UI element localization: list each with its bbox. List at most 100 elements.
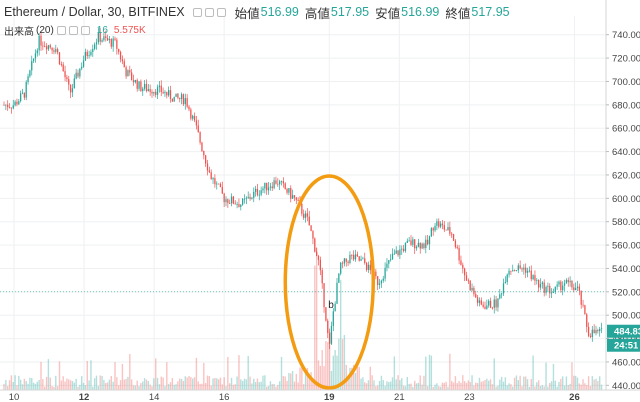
volume-bar — [23, 378, 26, 390]
volume-bar — [258, 382, 260, 390]
candle-up — [260, 190, 262, 195]
volume-bar — [314, 265, 316, 390]
candle-down — [190, 109, 192, 119]
candle-down — [232, 196, 235, 204]
volume-bar — [536, 382, 538, 390]
volume-bar — [347, 378, 349, 390]
candle-up — [399, 249, 401, 256]
candle-down — [353, 254, 355, 260]
volume-settings-icon[interactable] — [56, 25, 66, 35]
candle-down — [114, 38, 116, 40]
volume-bar — [517, 380, 519, 390]
candle-down — [586, 314, 588, 327]
volume-eye-icon[interactable] — [68, 25, 78, 35]
volume-bar — [569, 383, 571, 390]
candle-down — [445, 229, 447, 231]
candle-down — [467, 280, 469, 282]
volume-bar — [462, 375, 464, 390]
volume-bar — [402, 385, 405, 390]
volume-bar — [534, 386, 536, 390]
candle-up — [401, 248, 403, 250]
candle-up — [14, 101, 16, 106]
volume-bar — [75, 378, 77, 390]
time-tick-label: 10 — [9, 392, 20, 402]
candle-up — [499, 294, 501, 299]
candle-down — [8, 107, 11, 108]
candle-down — [286, 189, 288, 193]
volume-bar — [460, 382, 462, 390]
price-tick-label: 740.00 — [612, 30, 640, 41]
volume-bar — [147, 381, 149, 390]
volume-bar — [134, 385, 137, 390]
volume-bar — [27, 383, 29, 390]
volume-close-icon[interactable] — [80, 25, 90, 35]
candle-down — [266, 182, 268, 191]
volume-bar — [273, 384, 275, 390]
volume-bar — [301, 365, 303, 390]
candle-up — [25, 82, 27, 98]
volume-bar — [286, 380, 288, 390]
candle-down — [549, 286, 551, 294]
volume-bar — [519, 375, 521, 390]
volume-bar — [260, 381, 262, 390]
volume-bar — [343, 335, 346, 390]
price-tick-label: 640.00 — [612, 147, 640, 158]
candle-up — [415, 246, 418, 249]
volume-bar — [482, 381, 484, 390]
volume-bar — [401, 378, 403, 390]
candle-down — [303, 213, 305, 218]
candle-up — [245, 197, 247, 199]
volume-bar — [223, 377, 225, 390]
volume-bar — [230, 377, 233, 390]
volume-bar — [549, 382, 551, 390]
candle-down — [193, 115, 196, 121]
candle-down — [118, 48, 120, 52]
candle-up — [508, 270, 510, 275]
candle-down — [223, 193, 225, 203]
price-candles — [3, 27, 603, 350]
volume-bar — [173, 384, 175, 390]
candle-down — [66, 77, 68, 80]
candle-up — [75, 72, 77, 79]
candle-down — [454, 240, 457, 248]
candle-up — [391, 253, 394, 260]
volume-bar — [99, 375, 101, 390]
volume-bar — [502, 381, 505, 390]
volume-bar — [380, 375, 383, 390]
candle-down — [68, 79, 70, 85]
candle-down — [317, 256, 320, 260]
maximize-box-icon[interactable] — [216, 7, 226, 17]
candle-down — [397, 250, 399, 256]
candle-down — [345, 258, 347, 262]
volume-bar — [60, 380, 63, 390]
candle-up — [304, 213, 307, 218]
volume-bar — [389, 381, 392, 390]
volume-bar — [589, 386, 592, 390]
time-tick-label: 16 — [219, 392, 230, 402]
time-tick-label: 19 — [324, 392, 335, 402]
visibility-box-icon[interactable] — [204, 7, 214, 17]
candle-up — [523, 267, 525, 270]
candle-up — [175, 93, 177, 97]
candle-up — [408, 240, 410, 242]
candle-down — [308, 216, 310, 226]
candle-up — [127, 70, 129, 77]
volume-bar — [97, 385, 100, 390]
settings-box-icon[interactable] — [192, 7, 202, 17]
volume-bar — [169, 382, 172, 390]
price-tick-label: 720.00 — [612, 54, 640, 65]
candle-down — [482, 304, 484, 307]
price-tick-label: 700.00 — [612, 77, 640, 88]
time-tick-label: 21 — [394, 392, 405, 402]
volume-bar — [584, 383, 586, 390]
price-tick-label: 580.00 — [612, 217, 640, 228]
volume-bar — [582, 379, 584, 390]
volume-bar — [554, 380, 556, 390]
volume-bar — [597, 380, 599, 390]
candle-up — [71, 88, 74, 93]
volume-bar — [476, 383, 479, 390]
candle-up — [506, 274, 508, 283]
candle-up — [192, 115, 194, 119]
volume-bar — [423, 375, 425, 390]
volume-bar — [532, 355, 534, 390]
